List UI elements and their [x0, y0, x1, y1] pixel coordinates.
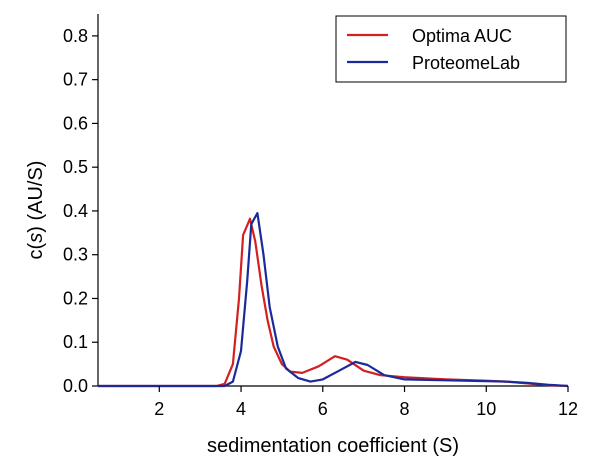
x-tick-label: 8 [400, 399, 410, 419]
y-tick-label: 0.4 [63, 201, 88, 221]
series-line-optima-auc [98, 217, 569, 388]
y-tick-label: 0.1 [63, 332, 88, 352]
y-tick-label: 0.3 [63, 245, 88, 265]
y-axis-label: c(s) (AU/S) [25, 161, 47, 260]
x-tick-label: 6 [318, 399, 328, 419]
x-tick-label: 12 [558, 399, 578, 419]
x-tick-label: 4 [236, 399, 246, 419]
series-line-proteomelab [98, 212, 569, 388]
legend-label-optima: Optima AUC [412, 26, 512, 46]
x-axis-label: sedimentation coefficient (S) [207, 435, 459, 457]
x-tick-label: 10 [476, 399, 496, 419]
series-layer [98, 212, 569, 388]
tick-layer: 2 4 6 8 10 12 0.0 0.1 0.2 0.3 0.4 0.5 0.6 0.7 0.8 [63, 26, 578, 419]
x-tick-label: 2 [154, 399, 164, 419]
y-tick-label: 0.8 [63, 26, 88, 46]
legend: Optima AUC ProteomeLab [335, 15, 567, 83]
legend-box [335, 15, 567, 83]
y-tick-label: 0.7 [63, 70, 88, 90]
y-tick-label: 0.2 [63, 288, 88, 308]
y-axis-label-suffix: ) (AU/S) [25, 161, 47, 233]
y-axis-label-prefix: c( [25, 242, 47, 259]
y-tick-label: 0.6 [63, 113, 88, 133]
legend-label-proteomelab: ProteomeLab [412, 53, 520, 73]
y-tick-label: 0.0 [63, 376, 88, 396]
y-axis-label-italic: s [25, 233, 47, 243]
y-tick-label: 0.5 [63, 157, 88, 177]
